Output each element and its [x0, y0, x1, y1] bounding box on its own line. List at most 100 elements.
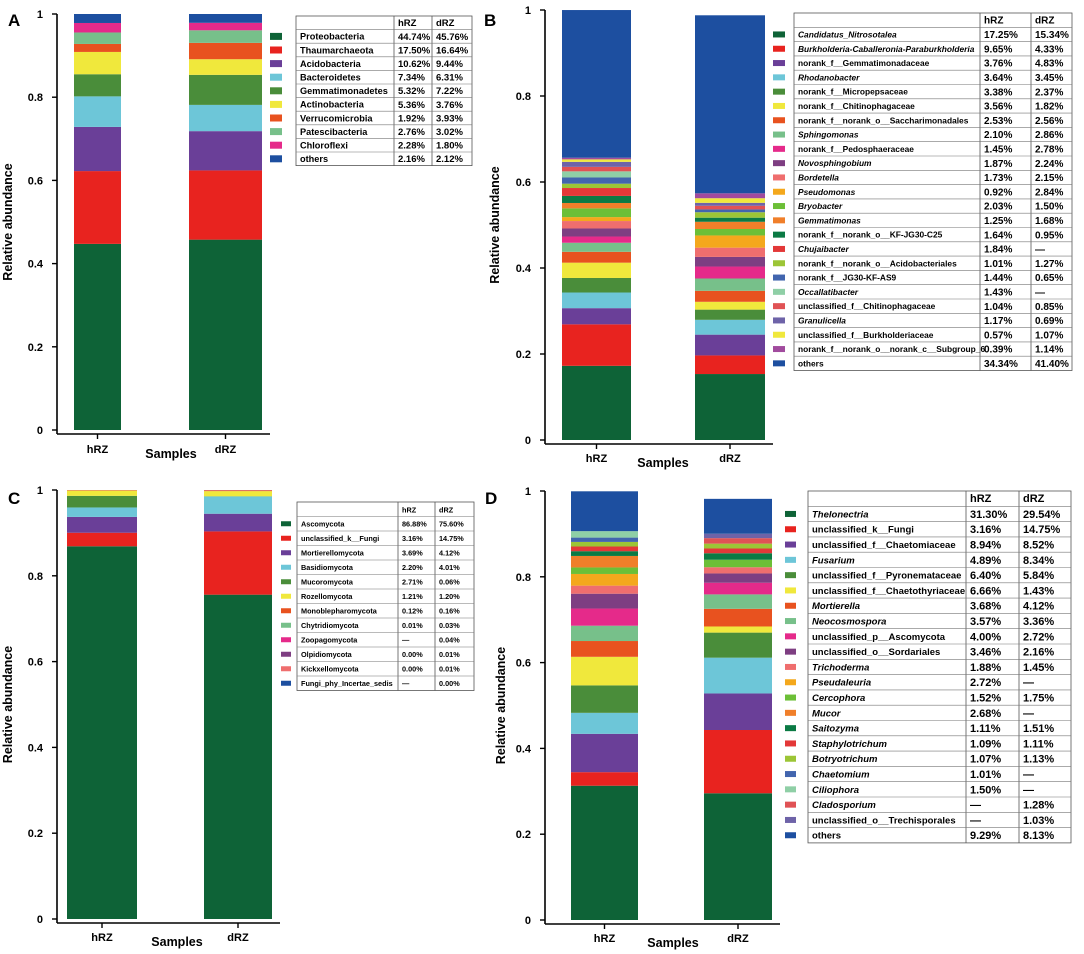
legend-value: 1.64% [984, 230, 1012, 241]
legend-label: Actinobacteria [300, 100, 365, 110]
bar-segment [571, 491, 638, 532]
bar-segment [562, 188, 631, 196]
x-axis-title: Samples [637, 456, 688, 470]
legend-value: 1.20% [439, 592, 460, 601]
legend-label: norank_f__norank_o__KF-JG30-C25 [798, 230, 943, 240]
legend-swatch [785, 587, 796, 594]
bar-segment [704, 498, 772, 534]
bar-segment [74, 32, 121, 44]
legend-value: 1.03% [1023, 815, 1054, 827]
legend-label: Olpidiomycota [301, 650, 353, 659]
bar-segment [695, 235, 765, 248]
bar-segment [189, 14, 262, 23]
legend-value: 15.34% [1035, 30, 1069, 41]
bar-segment [74, 22, 121, 33]
y-tick-label: 1 [37, 9, 43, 21]
y-tick-label: 0.2 [28, 828, 43, 840]
legend-swatch [270, 32, 282, 40]
legend-value: 1.87% [984, 159, 1012, 170]
bar-segment [562, 161, 631, 167]
legend-value: 1.11% [1023, 738, 1054, 750]
bar-segment [571, 685, 638, 713]
legend-value: 0.39% [984, 345, 1012, 356]
bar-segment [562, 166, 631, 172]
bar-segment [67, 532, 137, 547]
y-tick-label: 0.2 [516, 349, 531, 361]
legend-label: Proteobacteria [300, 32, 365, 42]
legend-value: 0.85% [1035, 302, 1063, 313]
legend-value: 1.80% [436, 141, 463, 152]
legend-value: — [1023, 708, 1034, 720]
legend-swatch [270, 60, 282, 68]
legend-value: 0.01% [439, 664, 460, 673]
bar-segment [189, 170, 262, 240]
legend-value: 5.32% [398, 86, 425, 97]
bar-segment [571, 546, 638, 552]
bar-segment [695, 290, 765, 302]
legend-swatch [785, 618, 796, 625]
legend-value: 1.45% [1023, 662, 1054, 674]
legend-swatch [773, 131, 785, 138]
legend-swatch [785, 648, 796, 655]
legend-swatch [773, 260, 785, 267]
legend-label: unclassified_o__Sordariales [812, 647, 940, 658]
legend-label: Thelonectria [812, 509, 869, 520]
legend-value: 1.84% [984, 245, 1012, 256]
legend-header-drz: dRZ [1023, 493, 1045, 505]
legend-value: 2.84% [1035, 187, 1063, 198]
legend-label: norank_f__norank_o__Saccharimonadales [798, 115, 969, 125]
legend-value: 3.64% [984, 73, 1012, 84]
bar-segment [67, 490, 137, 496]
y-tick-label: 0.6 [516, 658, 531, 670]
legend-label: Chaetomium [812, 769, 870, 780]
legend-swatch [773, 74, 785, 81]
bar-segment [704, 533, 772, 539]
y-tick-label: 0.2 [516, 829, 531, 841]
bar-segment [571, 641, 638, 657]
legend-value: 1.52% [970, 693, 1001, 705]
y-tick-label: 1 [37, 485, 43, 497]
legend-swatch [773, 317, 785, 324]
legend-value: 0.57% [984, 330, 1012, 341]
bar-segment [562, 365, 631, 440]
legend-value: 9.44% [436, 59, 463, 70]
legend-value: 1.07% [1035, 330, 1063, 341]
legend-label: Thaumarchaeota [300, 45, 374, 55]
bar-segment [704, 594, 772, 609]
legend-value: 2.37% [1035, 87, 1063, 98]
bar-segment [704, 548, 772, 554]
legend-label: unclassified_f__Burkholderiaceae [798, 330, 934, 340]
bar-segment [204, 496, 272, 514]
legend: hRZ dRZ Proteobacteria 44.74% 45.76% Thaumarc… [270, 15, 473, 167]
legend-swatch [773, 160, 785, 167]
legend-label: unclassified_f__Chaetothyriaceae [812, 586, 965, 597]
legend-value: — [970, 800, 981, 812]
bar-segment [189, 59, 262, 75]
legend-swatch [785, 526, 796, 533]
bar-segment [204, 513, 272, 532]
legend-label: Basidiomycota [301, 563, 354, 572]
legend-header-hrz: hRZ [970, 493, 992, 505]
legend-swatch [281, 535, 291, 541]
legend-value: 0.69% [1035, 316, 1063, 327]
bar-segment [204, 594, 272, 919]
legend-swatch [785, 633, 796, 640]
legend-value: — [402, 635, 410, 644]
y-tick-label: 0.6 [28, 657, 43, 669]
bar-segment [695, 256, 765, 267]
legend-label: Sphingomonas [798, 130, 859, 140]
legend-swatch [773, 102, 785, 109]
legend-header-hrz: hRZ [402, 505, 417, 514]
bar-segment [67, 516, 137, 533]
legend-swatch [773, 245, 785, 252]
bar-segment [562, 157, 631, 160]
legend-swatch [785, 786, 796, 793]
x-tick-label: dRZ [215, 444, 237, 456]
legend-swatch [270, 155, 282, 163]
bar-segment [695, 221, 765, 229]
bar-segment [704, 626, 772, 633]
legend-swatch [773, 346, 785, 353]
legend-label: Mortierella [812, 601, 860, 612]
bar-segment [562, 217, 631, 222]
